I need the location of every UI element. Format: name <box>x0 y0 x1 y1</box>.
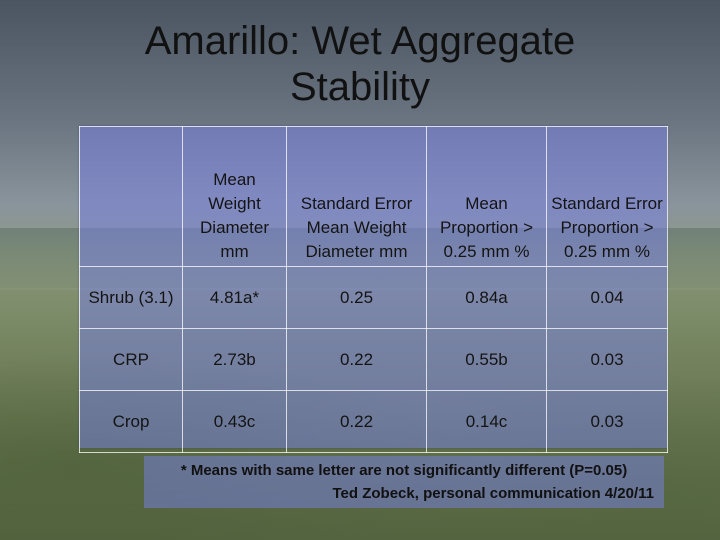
cell-se-proportion: 0.03 <box>546 390 668 453</box>
footnote-significance: * Means with same letter are not signifi… <box>180 462 628 479</box>
stability-table: Mean Weight Diameter mm Standard Error M… <box>79 126 668 453</box>
row-label: CRP <box>79 328 183 391</box>
cell-mwd: 4.81a* <box>182 266 287 329</box>
title-line-2: Stability <box>289 65 431 109</box>
header-mean-weight-diameter: Mean Weight Diameter mm <box>182 126 287 267</box>
cell-mwd: 0.43c <box>182 390 287 453</box>
cell-proportion: 0.84a <box>426 266 547 329</box>
table-row: CRP 2.73b 0.22 0.55b 0.03 <box>79 328 668 391</box>
row-label: Crop <box>79 390 183 453</box>
row-label: Shrub (3.1) <box>79 266 183 329</box>
cell-proportion: 0.55b <box>426 328 547 391</box>
cell-se-proportion: 0.03 <box>546 328 668 391</box>
header-se-proportion: Standard Error Proportion > 0.25 mm % <box>546 126 668 267</box>
header-row: Mean Weight Diameter mm Standard Error M… <box>79 126 668 267</box>
cell-mwd: 2.73b <box>182 328 287 391</box>
footnote-source: Ted Zobeck, personal communication 4/20/… <box>332 485 655 502</box>
cell-se-mwd: 0.22 <box>286 328 427 391</box>
slide-title: Amarillo: Wet Aggregate Stability <box>0 18 720 110</box>
footnote-box: * Means with same letter are not signifi… <box>144 456 664 508</box>
table-row: Crop 0.43c 0.22 0.14c 0.03 <box>79 390 668 453</box>
header-empty <box>79 126 183 267</box>
header-se-mean-weight-diameter: Standard Error Mean Weight Diameter mm <box>286 126 427 267</box>
cell-proportion: 0.14c <box>426 390 547 453</box>
table-row: Shrub (3.1) 4.81a* 0.25 0.84a 0.04 <box>79 266 668 329</box>
title-line-1: Amarillo: Wet Aggregate <box>144 19 576 63</box>
cell-se-proportion: 0.04 <box>546 266 668 329</box>
cell-se-mwd: 0.22 <box>286 390 427 453</box>
cell-se-mwd: 0.25 <box>286 266 427 329</box>
header-mean-proportion: Mean Proportion > 0.25 mm % <box>426 126 547 267</box>
